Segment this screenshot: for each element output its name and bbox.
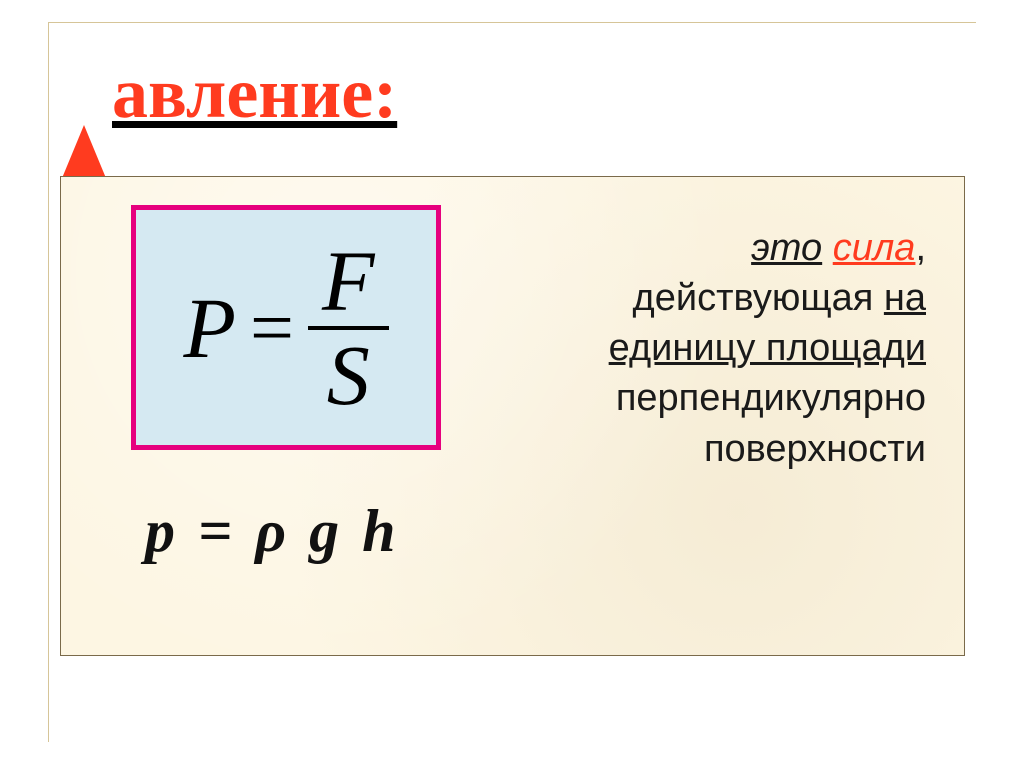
def-line3: единицу площади <box>609 327 926 369</box>
def-eto: это <box>751 227 822 269</box>
formula-hydrostatic: p = ρ g h <box>145 497 399 566</box>
def-line5: поверхности <box>704 428 926 470</box>
page-title: авление: <box>60 52 397 135</box>
formula-numerator: F <box>308 238 389 326</box>
def-sila: сила <box>833 227 916 269</box>
title-text: авление: <box>112 53 397 133</box>
def-line2b: на <box>884 277 926 319</box>
formula-denominator: S <box>313 330 384 418</box>
def-line2a: действующая <box>633 277 884 319</box>
content-frame: P = F S p = ρ g h это сила, действующая … <box>60 176 965 656</box>
formula-lhs: P <box>183 278 236 378</box>
formula-equals: = <box>250 283 294 373</box>
formula-box-main: P = F S <box>131 205 441 450</box>
def-comma: , <box>915 227 926 269</box>
formula-fraction: F S <box>308 238 389 418</box>
formula-pressure-definition: P = F S <box>183 238 388 418</box>
definition-text: это сила, действующая на единицу площади… <box>506 223 926 474</box>
def-line4: перпендикулярно <box>616 377 926 419</box>
def-space <box>822 227 833 269</box>
